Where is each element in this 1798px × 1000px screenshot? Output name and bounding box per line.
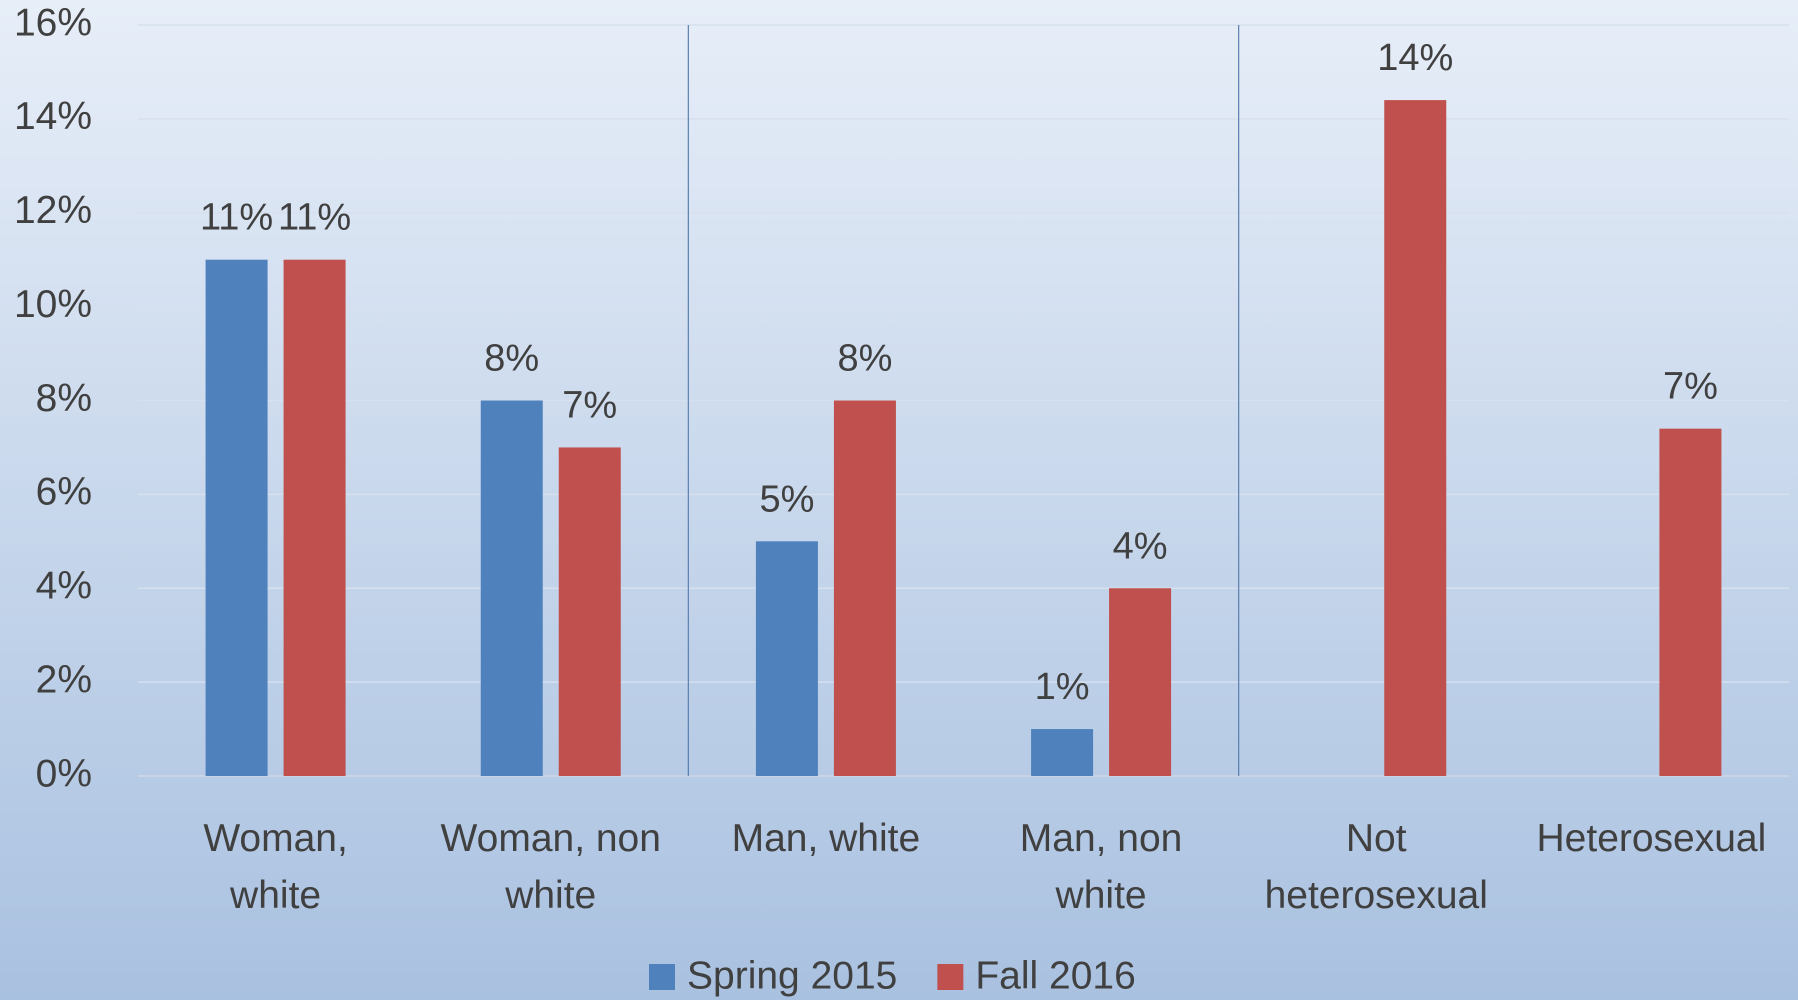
bar — [558, 447, 621, 776]
bar — [205, 259, 268, 776]
y-tick-label: 4% — [36, 565, 92, 608]
x-tick-label: Not heterosexual — [1264, 817, 1488, 917]
y-tick-label: 16% — [14, 1, 92, 44]
y-tick-label: 0% — [36, 752, 92, 795]
x-tick-label-box: Man, white — [731, 817, 921, 860]
bar — [755, 541, 818, 776]
x-tick-label: Man, non white — [1019, 817, 1183, 917]
x-tick-label-box: Heterosexual — [1536, 817, 1767, 860]
x-tick-label: Woman, white — [203, 817, 348, 917]
y-tick-label: 8% — [36, 377, 92, 420]
y-tick-label: 14% — [14, 95, 92, 138]
legend-swatch — [937, 964, 964, 990]
y-tick-label: 6% — [36, 471, 92, 514]
data-label: 14% — [1377, 37, 1453, 79]
bar — [1659, 428, 1722, 776]
data-label: 5% — [759, 478, 814, 520]
bar — [1109, 588, 1172, 776]
x-tick-label: Woman, non white — [440, 817, 661, 917]
x-tick-label: Man, white — [731, 817, 921, 860]
bar — [1031, 729, 1094, 776]
y-tick-label: 2% — [36, 658, 92, 701]
x-tick-label-box: Woman, non white — [440, 817, 661, 917]
data-label: 11% — [278, 197, 351, 239]
bar — [833, 400, 896, 776]
x-tick-label-box: Woman, white — [203, 817, 348, 917]
bar — [480, 400, 543, 776]
x-tick-label-box: Man, non white — [1019, 817, 1183, 917]
data-label: 4% — [1113, 525, 1168, 567]
data-label: 11% — [200, 197, 273, 239]
y-tick-label: 12% — [14, 189, 92, 232]
legend-swatch — [649, 964, 675, 990]
data-label: 7% — [562, 384, 617, 426]
x-tick-label-box: Not heterosexual — [1264, 817, 1488, 917]
data-label: 8% — [837, 338, 892, 380]
legend-label: Fall 2016 — [975, 954, 1135, 997]
bar — [283, 259, 346, 776]
x-tick-label: Heterosexual — [1536, 817, 1767, 860]
data-label: 1% — [1035, 666, 1090, 708]
data-label: 8% — [484, 338, 539, 380]
y-tick-label: 10% — [14, 283, 92, 326]
bar — [1384, 100, 1447, 777]
data-label: 7% — [1663, 366, 1718, 408]
legend-label: Spring 2015 — [687, 954, 897, 997]
